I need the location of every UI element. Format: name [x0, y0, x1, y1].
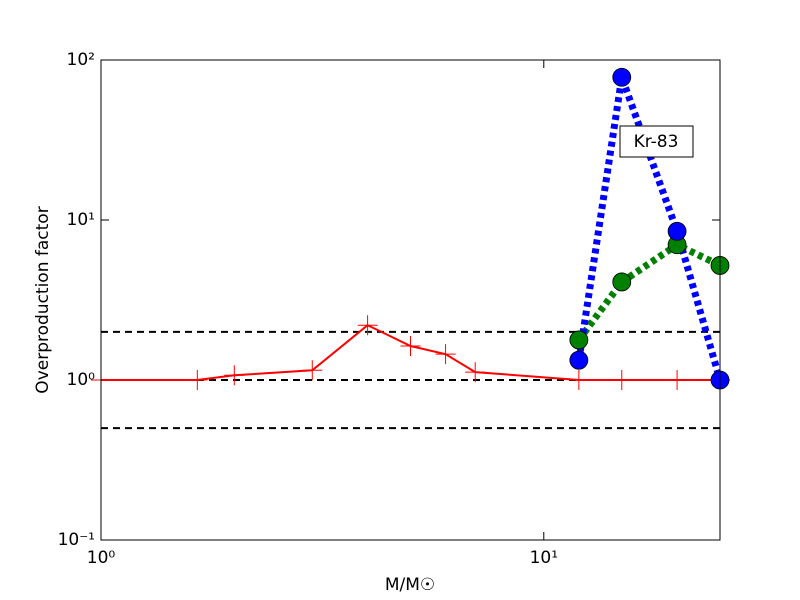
x-tick-label: 10¹	[530, 548, 558, 568]
marker	[224, 365, 245, 386]
y-axis-label: Overproduction factor	[33, 206, 53, 393]
marker	[612, 67, 632, 87]
marker	[667, 221, 687, 241]
marker	[435, 344, 456, 365]
annotation: Kr-83	[634, 132, 679, 152]
x-axis-label: M/M☉	[385, 575, 435, 595]
x-tick-label: 10⁰	[87, 548, 116, 568]
plot-frame	[100, 59, 721, 541]
annotation-box	[619, 125, 694, 158]
marker	[357, 315, 378, 336]
marker	[187, 370, 208, 390]
marker	[667, 370, 688, 390]
marker	[569, 350, 589, 370]
marker	[400, 336, 421, 357]
marker	[465, 362, 486, 383]
marker	[569, 330, 589, 350]
y-tick-label: 10⁰	[67, 370, 96, 390]
y-tick-label: 10⁻¹	[58, 530, 95, 550]
y-tick-label: 10²	[67, 50, 95, 70]
marker	[302, 360, 323, 381]
marker	[612, 272, 632, 292]
marker	[568, 370, 589, 390]
y-tick-label: 10¹	[67, 210, 95, 230]
series-line	[576, 240, 720, 342]
marker	[611, 370, 632, 390]
